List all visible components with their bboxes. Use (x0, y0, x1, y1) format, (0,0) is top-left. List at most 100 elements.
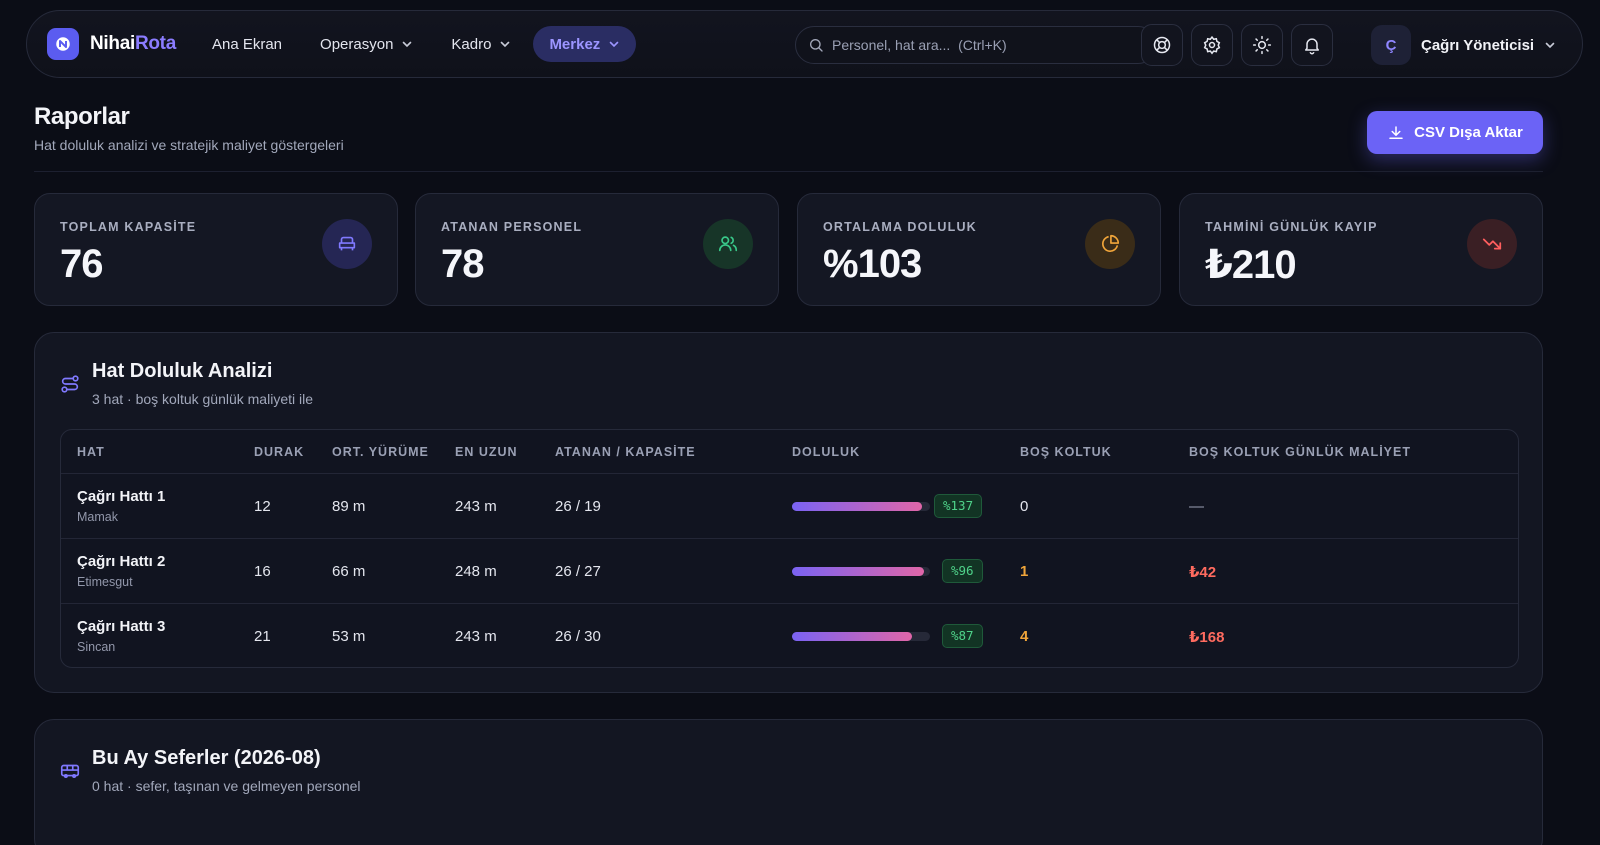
stop-count: 16 (254, 563, 271, 580)
kpi-card-estimated-daily-loss: TAHMİNİ GÜNLÜK KAYIP ₺210 (1179, 193, 1543, 306)
column-header: ORT. YÜRÜME (332, 445, 429, 459)
longest-walk: 243 m (455, 628, 497, 645)
csv-export-button[interactable]: CSV Dışa Aktar (1367, 111, 1543, 154)
help-icon (1153, 36, 1171, 54)
settings-button[interactable] (1191, 24, 1233, 66)
stop-count: 21 (254, 628, 271, 645)
table-row[interactable]: Çağrı Hattı 1 Mamak 12 89 m 243 m 26 / 1… (61, 474, 1518, 539)
occupancy-percent-badge: %96 (942, 559, 983, 583)
assigned-capacity: 26 / 30 (555, 628, 601, 645)
column-header: BOŞ KOLTUK (1020, 445, 1112, 459)
kpi-value: ₺210 (1205, 243, 1297, 287)
kpi-card-assigned-staff: ATANAN PERSONEL 78 (415, 193, 779, 306)
logo-icon[interactable] (47, 28, 79, 60)
occupancy-title: Hat Doluluk Analizi (92, 360, 273, 382)
route-area: Mamak (77, 510, 118, 524)
occupancy-bar-fill (792, 632, 913, 641)
kpi-value: %103 (823, 242, 922, 286)
nav-item-label: Merkez (549, 35, 601, 53)
bus-icon (60, 764, 80, 779)
empty-seat-cost: — (1189, 498, 1204, 515)
nav-item-operasyon[interactable]: Operasyon (304, 26, 429, 62)
route-area: Sincan (77, 640, 116, 654)
occupancy-analysis-panel: Hat Doluluk Analizi 3 hat · boş koltuk g… (34, 332, 1543, 693)
monthly-trips-panel: Bu Ay Seferler (2026-08) 0 hat · sefer, … (34, 719, 1543, 845)
download-icon (1389, 125, 1403, 139)
occupancy-bar (792, 567, 930, 576)
table-row[interactable]: Çağrı Hattı 3 Sincan 21 53 m 243 m 26 / … (61, 604, 1518, 667)
chevron-down-icon (403, 41, 412, 48)
chevron-down-icon (609, 41, 619, 48)
avatar: Ç (1371, 25, 1411, 65)
occupancy-table: HAT DURAK ORT. YÜRÜME EN UZUN ATANAN / K… (60, 429, 1519, 668)
assigned-capacity: 26 / 19 (555, 498, 601, 515)
top-navigation-bar: NihaiRota Ana Ekran Operasyon Kadro Merk… (26, 10, 1583, 78)
occupancy-bar-fill (792, 567, 925, 576)
search-input[interactable] (832, 37, 1144, 53)
search-box[interactable] (795, 26, 1157, 64)
csv-export-label: CSV Dışa Aktar (1414, 124, 1523, 141)
route-area: Etimesgut (77, 575, 133, 589)
column-header: BOŞ KOLTUK GÜNLÜK MALİYET (1189, 445, 1411, 459)
avg-walk: 53 m (332, 628, 366, 645)
nav-item-merkez[interactable]: Merkez (533, 26, 637, 62)
settings-icon (1203, 35, 1221, 55)
avg-walk: 89 m (332, 498, 366, 515)
occupancy-bar (792, 632, 930, 641)
brand-logo-text[interactable]: NihaiRota (90, 33, 176, 55)
brand-part-2: Rota (134, 33, 176, 54)
kpi-card-average-occupancy: ORTALAMA DOLULUK %103 (797, 193, 1161, 306)
empty-seat-cost: ₺42 (1189, 564, 1217, 581)
occupancy-percent-badge: %87 (942, 624, 983, 648)
nav-item-label: Ana Ekran (211, 35, 283, 53)
trending-down-icon (1467, 219, 1517, 269)
theme-toggle-button[interactable] (1241, 24, 1283, 66)
users-icon (703, 219, 753, 269)
notifications-button[interactable] (1291, 24, 1333, 66)
trips-title: Bu Ay Seferler (2026-08) (92, 747, 321, 769)
column-header: ATANAN / KAPASİTE (555, 445, 696, 459)
kpi-label: TAHMİNİ GÜNLÜK KAYIP (1205, 220, 1378, 234)
help-button[interactable] (1141, 24, 1183, 66)
user-menu[interactable]: Ç Çağrı Yöneticisi (1371, 22, 1556, 68)
nav-item-label: Operasyon (320, 35, 394, 53)
kpi-label: TOPLAM KAPASİTE (60, 220, 197, 234)
page-subtitle: Hat doluluk analizi ve stratejik maliyet… (34, 137, 344, 153)
nav-item-kadro[interactable]: Kadro (435, 26, 527, 62)
route-icon (61, 375, 79, 393)
avg-walk: 66 m (332, 563, 366, 580)
kpi-value: 76 (60, 242, 104, 286)
chevron-down-icon (501, 41, 510, 48)
main-nav: Ana Ekran Operasyon Kadro Merkez (196, 26, 637, 62)
kpi-value: 78 (441, 242, 485, 286)
column-header: DOLULUK (792, 445, 861, 459)
column-header: HAT (77, 445, 105, 459)
empty-seats: 1 (1020, 563, 1029, 580)
column-header: DURAK (254, 445, 305, 459)
kpi-label: ATANAN PERSONEL (441, 220, 583, 234)
seat-icon (322, 219, 372, 269)
route-name: Çağrı Hattı 1 (77, 488, 166, 505)
notification-bell-icon (1305, 38, 1319, 55)
route-name: Çağrı Hattı 3 (77, 618, 166, 635)
user-name: Çağrı Yöneticisi (1421, 36, 1535, 54)
header-divider (34, 171, 1543, 172)
occupancy-bar (792, 502, 930, 511)
table-header-row: HAT DURAK ORT. YÜRÜME EN UZUN ATANAN / K… (61, 430, 1518, 474)
page-title: Raporlar (34, 103, 130, 130)
empty-seats: 0 (1020, 498, 1029, 515)
column-header: EN UZUN (455, 445, 518, 459)
stop-count: 12 (254, 498, 271, 515)
occupancy-bar-fill (792, 502, 922, 511)
brand-part-1: Nihai (90, 33, 135, 54)
empty-seats: 4 (1020, 628, 1029, 645)
route-name: Çağrı Hattı 2 (77, 553, 166, 570)
occupancy-subtitle: 3 hat · boş koltuk günlük maliyeti ile (92, 391, 313, 407)
kpi-card-total-capacity: TOPLAM KAPASİTE 76 (34, 193, 398, 306)
nav-item-ana-ekran[interactable]: Ana Ekran (196, 26, 298, 62)
occupancy-percent-badge: %137 (934, 494, 983, 518)
table-row[interactable]: Çağrı Hattı 2 Etimesgut 16 66 m 248 m 26… (61, 539, 1518, 604)
kpi-label: ORTALAMA DOLULUK (823, 220, 977, 234)
assigned-capacity: 26 / 27 (555, 563, 601, 580)
search-icon (810, 39, 823, 52)
